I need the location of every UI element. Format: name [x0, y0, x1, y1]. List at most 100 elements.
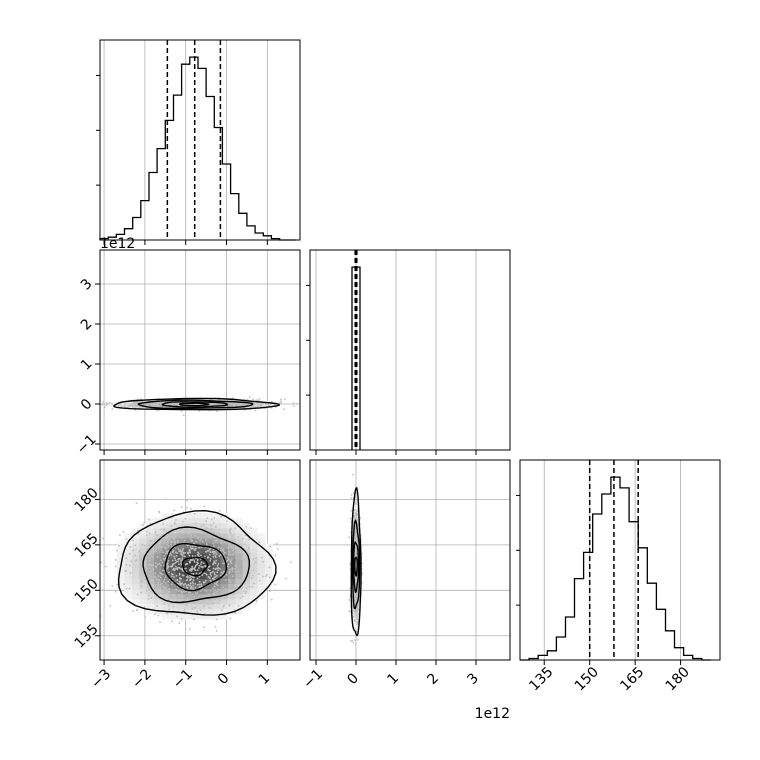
- sample-point: [210, 524, 212, 527]
- density-cell: [355, 622, 357, 629]
- density-cell: [237, 399, 246, 400]
- density-cell: [161, 614, 170, 620]
- sample-point: [218, 533, 220, 536]
- sample-point: [188, 628, 191, 631]
- sample-point: [155, 548, 158, 551]
- density-cell: [354, 610, 356, 617]
- density-cell: [257, 588, 266, 595]
- sample-point: [228, 570, 231, 573]
- sample-point: [355, 552, 358, 554]
- sample-point: [118, 534, 121, 536]
- sample-point: [283, 398, 286, 401]
- sample-point: [156, 605, 159, 608]
- sample-point: [250, 577, 253, 579]
- sample-point: [213, 571, 216, 574]
- sample-point: [153, 613, 156, 616]
- sample-point: [209, 558, 212, 560]
- density-cell: [198, 598, 207, 605]
- sample-point: [257, 405, 259, 408]
- sample-point: [208, 599, 211, 602]
- sample-point: [102, 537, 104, 540]
- sample-point: [194, 566, 197, 568]
- sample-point: [284, 577, 287, 580]
- sample-point: [179, 560, 182, 562]
- grid-0-0: [103, 40, 268, 240]
- density-cell: [161, 558, 170, 564]
- sample-point: [155, 566, 158, 569]
- x-tick-label: 2: [424, 670, 442, 688]
- sample-point: [354, 639, 357, 641]
- grid-1-0: [100, 250, 300, 450]
- sample-point: [125, 538, 128, 540]
- density-cell: [131, 563, 140, 569]
- sample-point: [248, 552, 251, 555]
- density-cell: [269, 404, 278, 406]
- density-cell: [235, 538, 244, 544]
- density-cell: [250, 593, 258, 600]
- density-cell: [227, 604, 236, 610]
- sample-point: [252, 582, 255, 585]
- density-cell: [221, 400, 230, 402]
- sample-point: [171, 620, 173, 623]
- sample-point: [247, 538, 250, 541]
- density-cell: [131, 593, 140, 600]
- sample-point: [189, 551, 192, 554]
- sample-point: [162, 523, 165, 525]
- density-cell: [235, 609, 244, 615]
- density-cell: [269, 401, 278, 403]
- density-cell: [146, 553, 155, 559]
- histogram-2: [516, 460, 711, 661]
- sample-point: [156, 563, 159, 566]
- density-cell: [242, 558, 251, 564]
- sample-point: [189, 577, 191, 579]
- x-tick-label: 1: [256, 670, 274, 688]
- density-cell: [358, 598, 360, 605]
- density-cell: [220, 614, 229, 620]
- density-cell: [124, 533, 133, 539]
- density-cell: [176, 523, 184, 529]
- density-cell: [213, 533, 221, 539]
- sample-point: [145, 567, 148, 570]
- density-cell: [213, 553, 221, 559]
- sample-point: [214, 526, 217, 529]
- sample-point: [157, 579, 160, 581]
- sample-point: [188, 560, 191, 563]
- density-cell: [146, 598, 155, 605]
- sample-point: [215, 583, 218, 586]
- sample-point: [191, 576, 194, 578]
- sample-point: [162, 580, 165, 583]
- density-cell: [124, 568, 133, 574]
- sample-point: [167, 536, 170, 539]
- sample-point: [169, 552, 172, 555]
- sample-point: [186, 544, 189, 547]
- sample-point: [257, 573, 260, 576]
- x-tick-label: −1: [170, 666, 196, 692]
- density-cell: [205, 533, 214, 539]
- density-cell: [168, 588, 177, 595]
- sample-point: [162, 551, 164, 554]
- sample-point: [148, 557, 151, 559]
- sample-point: [355, 614, 358, 617]
- sample-point: [187, 552, 190, 555]
- density-cell: [124, 553, 133, 559]
- contour-level-3: [350, 486, 362, 637]
- density-cell: [190, 568, 199, 574]
- sample-point: [103, 406, 106, 409]
- panel-frame-0-0: [99, 39, 301, 241]
- density-cell: [154, 568, 162, 574]
- offset-label-y: 1e12: [100, 236, 135, 252]
- sample-point: [213, 552, 216, 555]
- x-tick-label: −1: [300, 666, 326, 692]
- sample-point: [168, 608, 171, 611]
- sample-point: [209, 571, 212, 574]
- sample-point: [354, 539, 356, 542]
- sample-point: [132, 549, 135, 552]
- sample-point: [180, 562, 183, 565]
- sample-point: [210, 528, 213, 530]
- density-cell: [131, 533, 140, 539]
- density-cell: [205, 578, 214, 585]
- sample-point: [172, 605, 175, 608]
- density-cell: [168, 583, 177, 590]
- sample-point: [196, 536, 199, 539]
- sample-point: [223, 604, 225, 607]
